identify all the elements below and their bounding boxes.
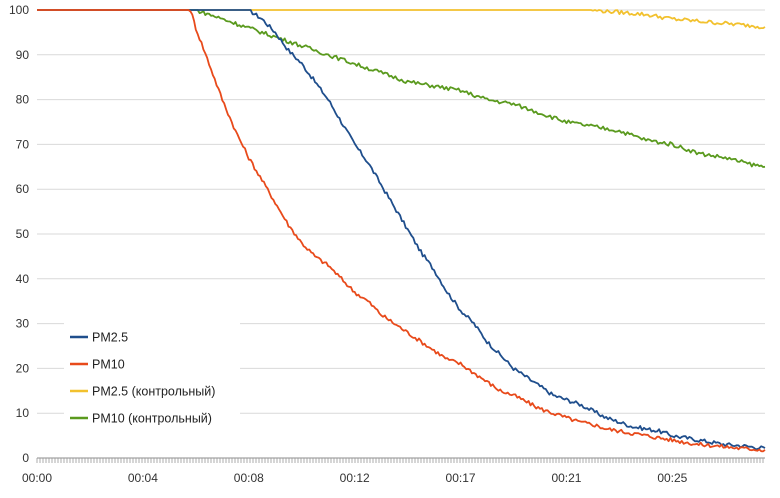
y-tick-label: 0 [22,451,29,465]
x-tick-label: 00:12 [340,471,370,485]
x-axis-minor-ticks [36,458,764,463]
series-lines [37,9,766,453]
x-tick-label: 00:08 [234,471,264,485]
legend-label: PM10 [92,358,125,372]
legend-label: PM10 (контрольный) [92,412,212,426]
x-tick-label: 00:00 [22,471,52,485]
x-tick-label: 00:17 [446,471,476,485]
series-line [37,9,766,453]
y-tick-label: 100 [9,3,29,17]
legend: PM2.5 PM10 PM2.5 (контрольный) PM10 (контро… [64,322,240,432]
y-tick-label: 90 [16,48,30,62]
y-tick-label: 30 [16,317,30,331]
y-tick-label: 20 [16,361,30,375]
legend-label: PM2.5 (контрольный) [92,385,215,399]
y-tick-label: 40 [16,272,30,286]
x-axis [36,457,765,463]
x-axis-ticks: 00:00 00:04 00:08 00:12 00:17 00:21 00:25 [22,471,688,485]
x-tick-label: 00:21 [551,471,581,485]
y-tick-label: 10 [16,406,30,420]
y-tick-label: 60 [16,182,30,196]
y-tick-label: 70 [16,137,30,151]
y-tick-label: 50 [16,227,30,241]
legend-label: PM2.5 [92,331,128,345]
y-axis-ticks: 0 10 20 30 40 50 60 70 80 90 100 [9,3,29,465]
legend-box [64,322,240,432]
x-tick-label: 00:25 [657,471,687,485]
y-tick-label: 80 [16,93,30,107]
x-tick-label: 00:04 [128,471,158,485]
